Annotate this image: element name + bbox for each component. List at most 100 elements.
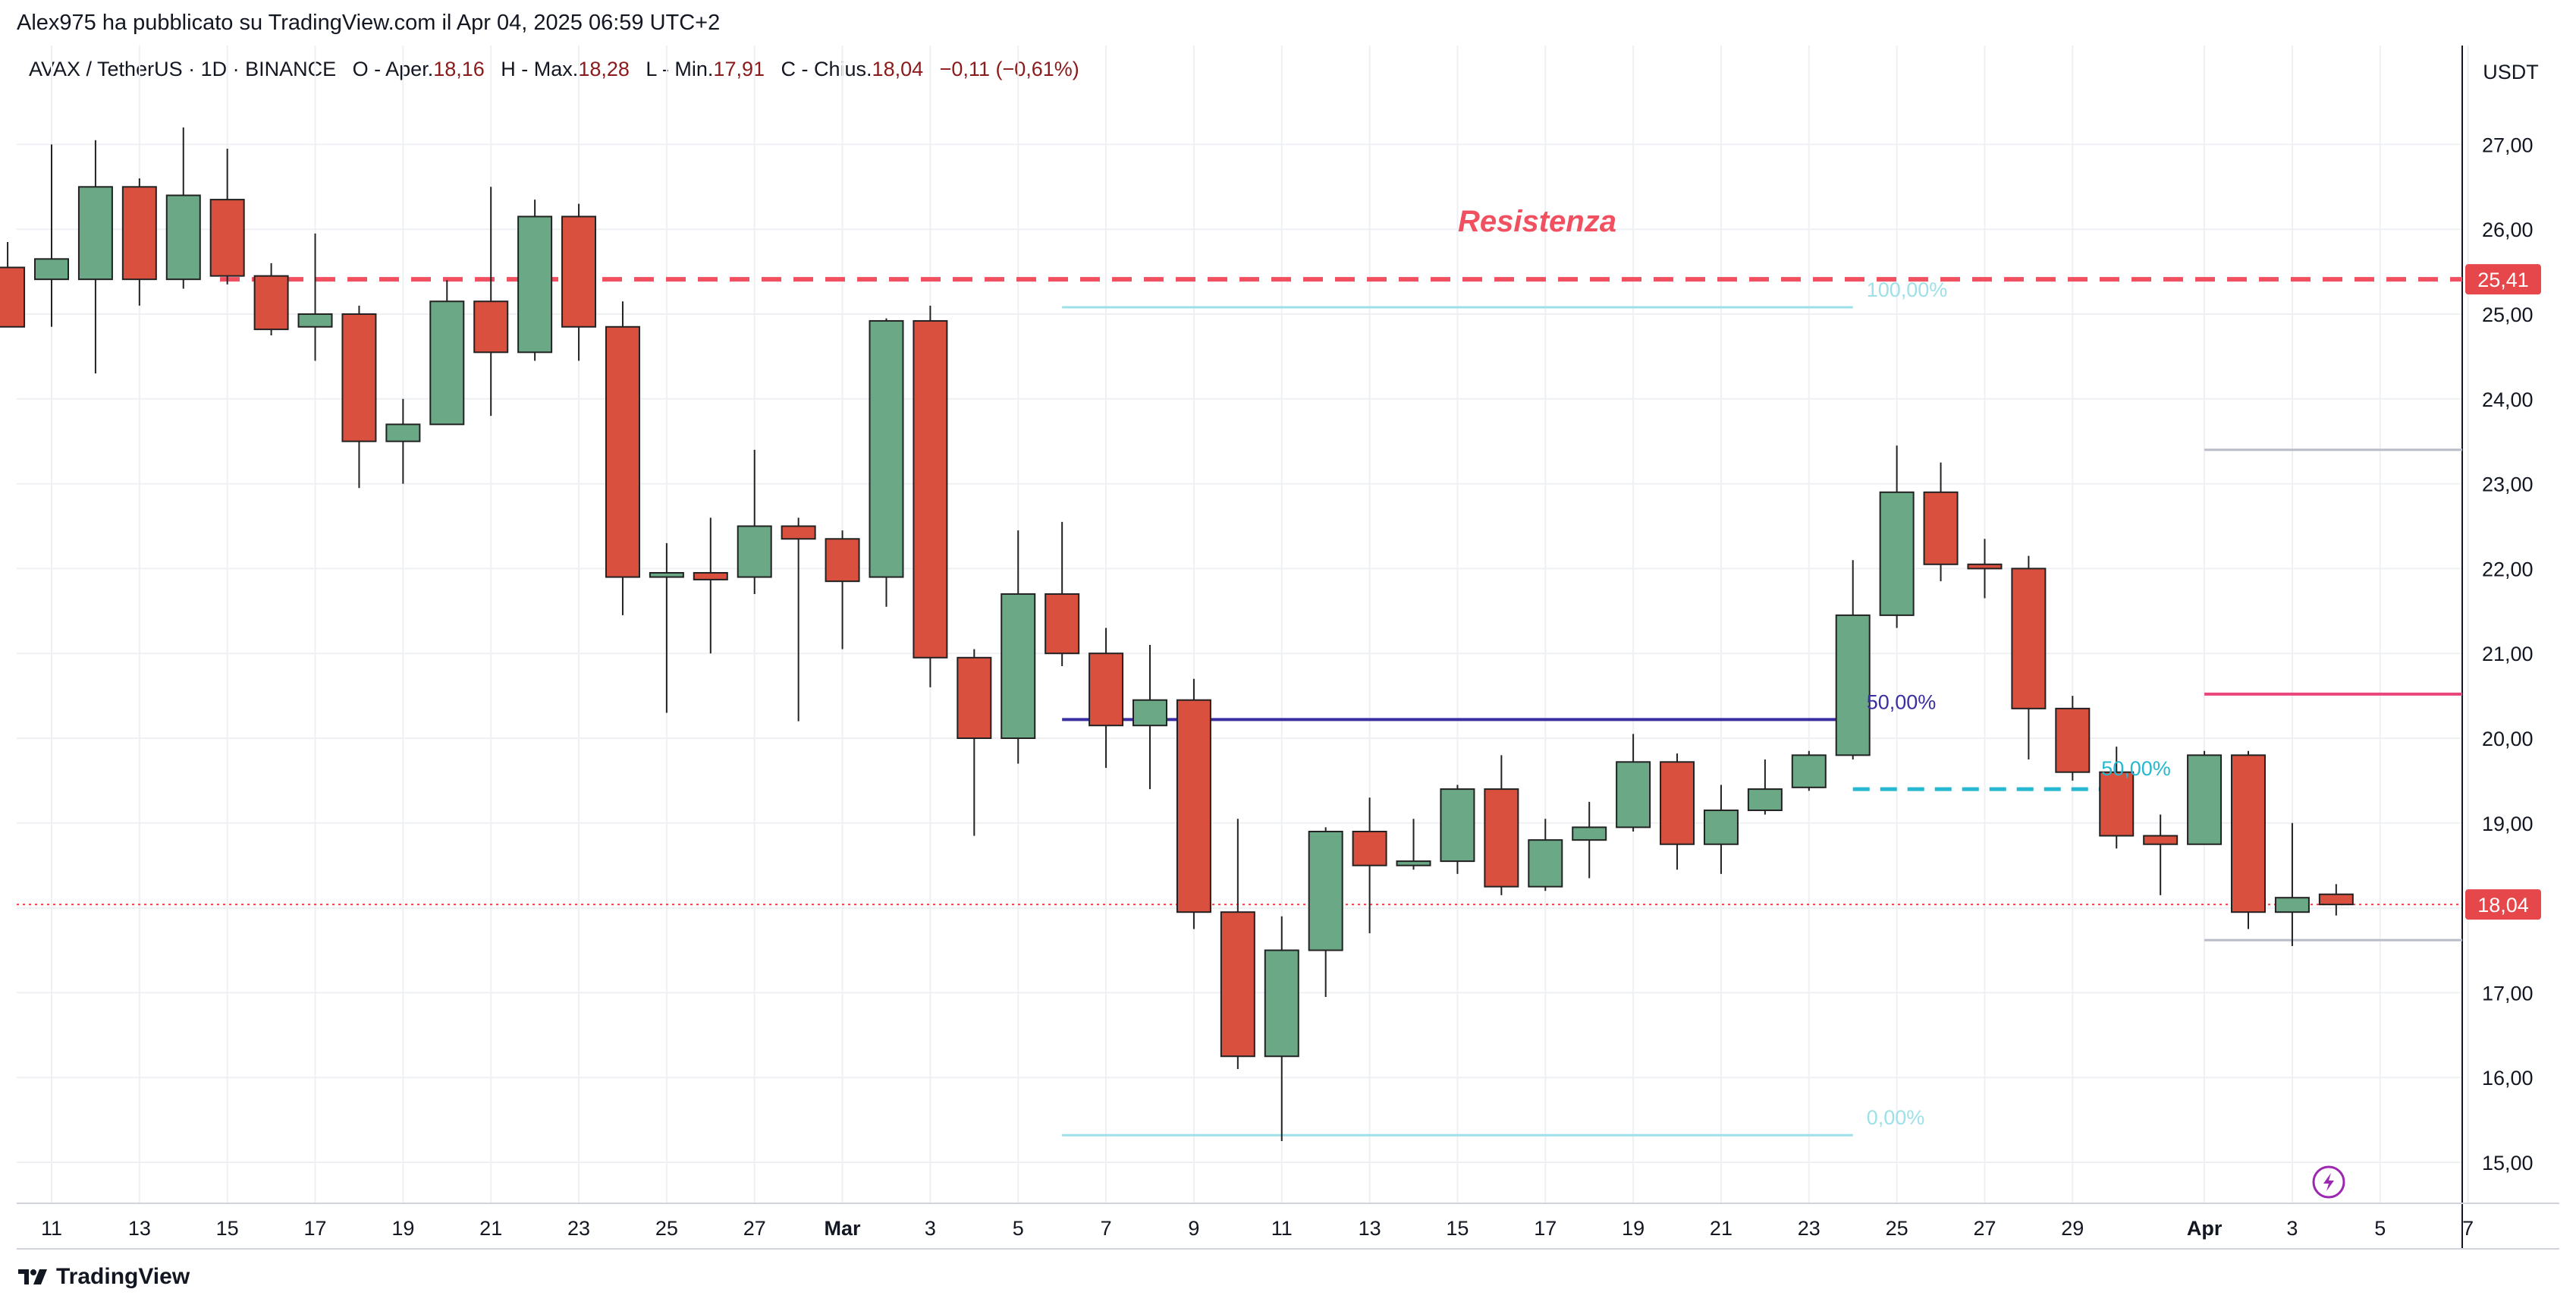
candle-body bbox=[1440, 788, 1475, 863]
candle[interactable] bbox=[1835, 560, 1871, 759]
chart-overlays bbox=[17, 277, 2462, 1137]
chart-grid bbox=[17, 46, 2469, 1203]
x-tick-label: 7 bbox=[2462, 1217, 2474, 1240]
candle[interactable] bbox=[1396, 819, 1431, 870]
bolt-icon[interactable] bbox=[2312, 1165, 2345, 1199]
candle[interactable] bbox=[1440, 784, 1475, 874]
candle[interactable] bbox=[341, 305, 377, 489]
candle[interactable] bbox=[1616, 734, 1651, 832]
candle[interactable] bbox=[429, 280, 465, 426]
candle[interactable] bbox=[121, 178, 157, 306]
candle[interactable] bbox=[1528, 819, 1563, 891]
candle[interactable] bbox=[1132, 645, 1167, 790]
change-value: −0,11 (−0,61%) bbox=[939, 58, 1079, 80]
candle[interactable] bbox=[209, 148, 245, 285]
candle[interactable] bbox=[1967, 539, 2003, 599]
y-tick-label: 21,00 bbox=[2482, 643, 2534, 665]
x-tick-label: 23 bbox=[567, 1217, 590, 1240]
candle[interactable] bbox=[913, 305, 948, 687]
candle[interactable] bbox=[1308, 827, 1343, 997]
candle[interactable] bbox=[473, 187, 509, 417]
candle[interactable] bbox=[165, 127, 201, 289]
candle[interactable] bbox=[605, 301, 640, 615]
resistance-label: Resistenza bbox=[1458, 205, 1616, 238]
candle[interactable] bbox=[957, 649, 992, 836]
candle-body bbox=[1967, 563, 2003, 570]
candle[interactable] bbox=[1747, 759, 1783, 815]
candle[interactable] bbox=[253, 263, 289, 335]
candle-body bbox=[2143, 835, 2179, 845]
candle[interactable] bbox=[1220, 819, 1255, 1070]
x-tick-label: 21 bbox=[479, 1217, 502, 1240]
candle[interactable] bbox=[77, 140, 113, 374]
bolt-icon-glyph bbox=[2323, 1173, 2334, 1191]
candle-body bbox=[605, 325, 640, 578]
candle-body bbox=[649, 571, 684, 578]
candle[interactable] bbox=[2011, 555, 2047, 759]
candle[interactable] bbox=[1352, 797, 1387, 934]
candle[interactable] bbox=[2318, 884, 2354, 916]
x-tick-label: 23 bbox=[1798, 1217, 1820, 1240]
high-label: H - Max. bbox=[501, 58, 579, 80]
x-tick-label: 15 bbox=[216, 1217, 239, 1240]
candle[interactable] bbox=[2143, 814, 2179, 895]
candle-body bbox=[1923, 491, 1959, 565]
candle-body bbox=[693, 571, 728, 580]
x-tick-label: 11 bbox=[41, 1217, 62, 1240]
candle[interactable] bbox=[2099, 747, 2135, 849]
candle-body bbox=[297, 313, 333, 328]
x-tick-label: 27 bbox=[1973, 1217, 1996, 1240]
candle[interactable] bbox=[1572, 801, 1607, 879]
candle[interactable] bbox=[0, 241, 26, 328]
candle[interactable] bbox=[1484, 755, 1519, 895]
candle[interactable] bbox=[1045, 521, 1080, 666]
candle[interactable] bbox=[649, 542, 684, 713]
candle[interactable] bbox=[2055, 696, 2091, 781]
candle[interactable] bbox=[825, 530, 860, 649]
candle[interactable] bbox=[1923, 462, 1959, 582]
candle[interactable] bbox=[561, 203, 597, 361]
candle[interactable] bbox=[781, 517, 816, 722]
candle[interactable] bbox=[1879, 445, 1915, 628]
symbol-label[interactable]: AVAX / TetherUS · 1D · BINANCE bbox=[29, 58, 337, 80]
candle-body bbox=[1220, 911, 1255, 1058]
candle-body bbox=[2318, 893, 2354, 906]
candle[interactable] bbox=[1001, 530, 1036, 764]
tradingview-brand[interactable]: TradingView bbox=[17, 1264, 190, 1290]
candle[interactable] bbox=[1660, 753, 1695, 870]
candle[interactable] bbox=[1089, 627, 1124, 769]
candle-body bbox=[869, 319, 904, 578]
candles-layer bbox=[0, 127, 2354, 1142]
candle[interactable] bbox=[385, 398, 421, 484]
candle[interactable] bbox=[34, 144, 69, 327]
candle[interactable] bbox=[2274, 822, 2310, 946]
candle[interactable] bbox=[693, 517, 728, 654]
candle[interactable] bbox=[1791, 750, 1827, 791]
y-tick-label: 16,00 bbox=[2482, 1067, 2534, 1089]
x-tick-label: 3 bbox=[925, 1217, 936, 1240]
x-tick-label: 13 bbox=[128, 1217, 151, 1240]
candle[interactable] bbox=[517, 200, 553, 361]
candle-body bbox=[77, 186, 113, 281]
candle-body bbox=[1176, 699, 1211, 913]
candle[interactable] bbox=[1264, 916, 1299, 1142]
x-tick-label: 17 bbox=[303, 1217, 326, 1240]
candle[interactable] bbox=[2231, 750, 2266, 929]
candle[interactable] bbox=[1703, 784, 1739, 874]
candle-body bbox=[825, 538, 860, 583]
candle-body bbox=[1484, 788, 1519, 888]
low-value: 17,91 bbox=[713, 58, 765, 80]
x-tick-label: Mar bbox=[825, 1217, 862, 1240]
y-tick-label: 25,00 bbox=[2482, 303, 2534, 326]
candle-body bbox=[385, 423, 421, 442]
candle[interactable] bbox=[1176, 678, 1211, 929]
candle[interactable] bbox=[737, 449, 772, 594]
y-tick-label: 23,00 bbox=[2482, 473, 2534, 496]
candle[interactable] bbox=[869, 318, 904, 607]
x-tick-label: 3 bbox=[2286, 1217, 2298, 1240]
candle[interactable] bbox=[2187, 750, 2223, 845]
candle[interactable] bbox=[297, 233, 333, 361]
candle-body bbox=[1660, 761, 1695, 845]
candle-body bbox=[1308, 830, 1343, 951]
